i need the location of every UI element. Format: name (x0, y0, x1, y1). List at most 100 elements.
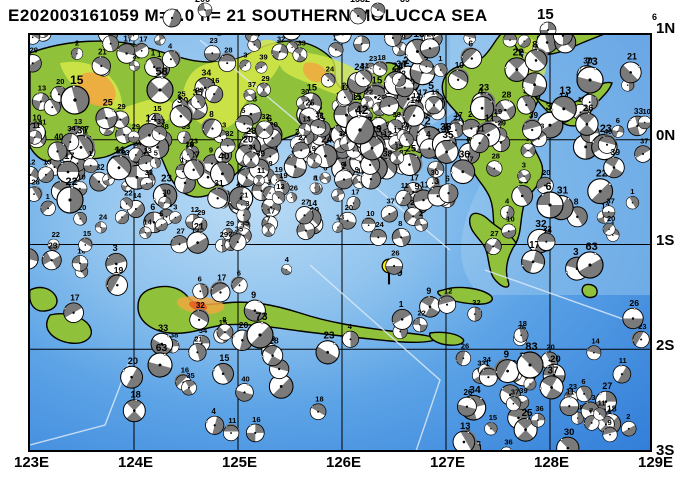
svg-text:29: 29 (186, 140, 194, 149)
svg-text:27: 27 (490, 229, 498, 238)
svg-text:20: 20 (239, 320, 249, 330)
svg-text:11: 11 (476, 125, 485, 134)
svg-text:39: 39 (529, 111, 539, 120)
svg-text:31: 31 (248, 143, 256, 152)
svg-text:206: 206 (195, 0, 210, 4)
svg-text:22: 22 (52, 230, 60, 239)
svg-text:23: 23 (427, 35, 437, 39)
svg-text:18: 18 (519, 319, 527, 328)
svg-text:35: 35 (235, 225, 243, 234)
svg-text:3: 3 (573, 247, 579, 258)
svg-text:23: 23 (161, 174, 172, 185)
svg-text:25: 25 (306, 99, 315, 108)
svg-text:15: 15 (489, 413, 497, 422)
svg-text:6: 6 (616, 116, 620, 125)
svg-text:3: 3 (434, 176, 439, 186)
svg-text:26: 26 (290, 183, 298, 192)
svg-text:27: 27 (177, 226, 185, 235)
svg-text:39: 39 (610, 147, 620, 157)
svg-text:31: 31 (361, 61, 369, 70)
svg-text:29: 29 (220, 230, 228, 239)
svg-text:30: 30 (301, 87, 309, 96)
svg-text:23: 23 (369, 54, 377, 63)
svg-text:29: 29 (117, 102, 125, 111)
svg-text:6: 6 (546, 181, 552, 193)
svg-text:28: 28 (502, 90, 512, 100)
svg-text:32: 32 (225, 129, 233, 138)
svg-text:15: 15 (153, 104, 161, 113)
svg-text:3: 3 (173, 202, 177, 211)
svg-text:34: 34 (202, 67, 212, 77)
svg-text:14: 14 (145, 113, 157, 124)
svg-text:17: 17 (351, 187, 359, 196)
svg-text:11: 11 (619, 356, 627, 365)
svg-text:10: 10 (366, 209, 374, 218)
svg-text:35: 35 (186, 371, 194, 380)
svg-text:23: 23 (48, 241, 58, 250)
svg-text:8: 8 (222, 315, 226, 324)
svg-text:20: 20 (128, 356, 138, 366)
svg-text:3: 3 (243, 51, 247, 60)
svg-text:29: 29 (261, 74, 269, 83)
svg-text:22: 22 (365, 87, 373, 96)
svg-text:16: 16 (252, 415, 260, 424)
svg-text:9: 9 (312, 144, 316, 153)
svg-text:21: 21 (240, 191, 248, 200)
svg-text:12: 12 (444, 287, 452, 296)
svg-text:23: 23 (324, 331, 335, 342)
svg-text:1: 1 (88, 149, 92, 158)
svg-text:27: 27 (301, 197, 309, 206)
svg-text:63: 63 (586, 241, 598, 253)
svg-text:9: 9 (426, 286, 431, 296)
svg-text:63: 63 (156, 343, 168, 354)
svg-text:34: 34 (67, 124, 76, 133)
svg-text:31: 31 (77, 125, 89, 136)
svg-text:2: 2 (419, 209, 423, 218)
svg-text:13: 13 (43, 158, 51, 167)
svg-text:33: 33 (157, 117, 165, 126)
svg-text:17: 17 (139, 35, 147, 43)
svg-text:32: 32 (472, 298, 480, 307)
svg-text:3: 3 (177, 95, 182, 105)
svg-text:14: 14 (591, 336, 600, 345)
svg-text:15: 15 (70, 73, 84, 87)
svg-text:24: 24 (326, 64, 335, 73)
svg-text:32: 32 (261, 112, 269, 121)
svg-text:13: 13 (559, 85, 571, 97)
svg-text:32: 32 (315, 110, 323, 119)
svg-text:15: 15 (431, 87, 439, 96)
svg-text:23: 23 (359, 35, 367, 36)
svg-text:18: 18 (378, 53, 386, 62)
svg-text:10: 10 (643, 107, 651, 116)
svg-text:40: 40 (241, 374, 249, 383)
svg-text:73: 73 (255, 311, 267, 323)
svg-text:1: 1 (268, 177, 272, 186)
svg-text:6: 6 (445, 175, 450, 184)
svg-text:11: 11 (566, 388, 575, 397)
svg-text:20: 20 (345, 203, 353, 212)
svg-text:26: 26 (461, 342, 469, 351)
svg-text:18: 18 (315, 395, 323, 404)
svg-text:15: 15 (219, 353, 229, 363)
svg-text:37: 37 (387, 197, 395, 206)
svg-text:13: 13 (413, 35, 425, 40)
svg-text:6: 6 (150, 202, 155, 212)
svg-text:21: 21 (194, 334, 202, 343)
svg-text:9: 9 (415, 182, 420, 192)
svg-text:37: 37 (548, 366, 559, 377)
svg-text:7: 7 (589, 406, 593, 415)
svg-text:6: 6 (581, 377, 585, 386)
svg-text:13: 13 (303, 114, 311, 123)
svg-text:8: 8 (574, 197, 579, 207)
svg-text:32: 32 (196, 301, 205, 310)
svg-text:13: 13 (38, 84, 46, 93)
svg-text:37: 37 (248, 80, 256, 89)
svg-text:5: 5 (241, 106, 245, 115)
svg-text:9: 9 (209, 146, 213, 155)
svg-text:29: 29 (498, 119, 506, 128)
svg-text:83: 83 (525, 341, 537, 353)
svg-text:1: 1 (578, 95, 582, 104)
svg-text:18: 18 (131, 390, 141, 400)
svg-text:22: 22 (66, 176, 78, 188)
